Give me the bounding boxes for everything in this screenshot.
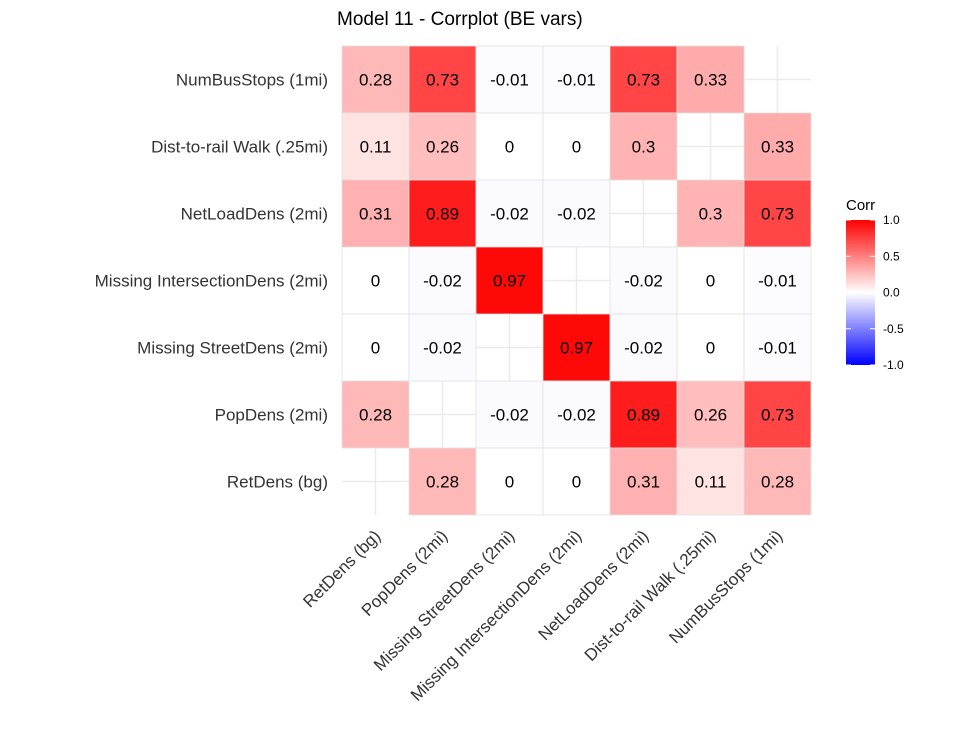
heatmap-cell (676, 380, 745, 449)
legend-tick-label: 0.5 (883, 249, 900, 263)
y-tick-label: NetLoadDens (2mi) (181, 205, 328, 224)
heatmap-cell (609, 112, 678, 181)
heatmap-cell (341, 313, 410, 382)
heatmap-cell (743, 112, 812, 181)
legend-tick-label: -1.0 (883, 358, 904, 372)
cell-value-label: 0.11 (695, 473, 727, 492)
heatmap-cell (475, 45, 544, 114)
cell-value-label: -0.02 (557, 205, 596, 224)
cell-value-label: 0 (505, 473, 514, 492)
cell-value-label: 0 (706, 272, 715, 291)
heatmap-cell (609, 313, 678, 382)
heatmap-cell (475, 112, 544, 181)
heatmap-cell (475, 380, 544, 449)
cell-value-label: 0.28 (359, 406, 392, 425)
x-tick-label: NetLoadDens (2mi) (535, 526, 653, 644)
cell-value-label: 0.33 (694, 71, 727, 90)
cell-value-label: -0.02 (490, 205, 529, 224)
cell-value-label: 0.73 (426, 71, 459, 90)
legend-tick-label: -0.5 (883, 322, 904, 336)
cell-value-label: 0.26 (694, 406, 727, 425)
x-axis-ticks: RetDens (bg)PopDens (2mi)Missing StreetD… (299, 526, 786, 704)
heatmap-cell (542, 313, 611, 382)
heatmap-cell (542, 380, 611, 449)
heatmap-cells (341, 45, 812, 516)
cell-value-label: 0.73 (761, 406, 794, 425)
cell-value-label: -0.02 (423, 272, 462, 291)
legend-title: Corr (846, 197, 875, 214)
y-tick-label: PopDens (2mi) (215, 406, 328, 425)
heatmap-cell (743, 447, 812, 516)
cell-value-label: 0 (371, 272, 380, 291)
heatmap-cell (408, 246, 477, 315)
cell-value-label: 0.11 (360, 138, 392, 157)
y-tick-label: Missing StreetDens (2mi) (137, 339, 328, 358)
legend: Corr 1.0 0.5 0.0 -0.5 -1.0 (846, 197, 904, 372)
heatmap-cell (676, 45, 745, 114)
cell-value-label: 0.33 (761, 138, 794, 157)
heatmap-cell (743, 313, 812, 382)
heatmap-cell (475, 246, 544, 315)
cell-value-label: 0 (371, 339, 380, 358)
cell-value-label: 0.89 (426, 205, 459, 224)
cell-labels: 0.28 0.73 -0.01 -0.01 0.73 0.33 0.11 0.26 0 0 0.3 0… (359, 71, 797, 492)
cell-value-label: 0.31 (627, 473, 660, 492)
cell-value-label: 0.28 (761, 473, 794, 492)
heatmap-cell (408, 447, 477, 516)
heatmap-cell (341, 112, 410, 181)
heatmap-cell (743, 246, 812, 315)
heatmap-cell (542, 179, 611, 248)
y-tick-label: Dist-to-rail Walk (.25mi) (151, 138, 328, 157)
cell-value-label: -0.02 (624, 339, 663, 358)
heatmap-cell (676, 313, 745, 382)
legend-tick-label: 1.0 (883, 213, 900, 227)
heatmap-cell (609, 246, 678, 315)
cell-value-label: -0.01 (758, 339, 797, 358)
cell-value-label: 0.73 (627, 71, 660, 90)
heatmap-cell (676, 447, 745, 516)
cell-value-label: 0.31 (359, 205, 392, 224)
cell-value-label: 0 (505, 138, 514, 157)
cell-value-label: 0.28 (426, 473, 459, 492)
cell-value-label: -0.01 (758, 272, 797, 291)
cell-value-label: -0.02 (423, 339, 462, 358)
cell-value-label: 0.97 (560, 339, 593, 358)
heatmap-cell (408, 112, 477, 181)
heatmap-cell (743, 380, 812, 449)
chart-title: Model 11 - Corrplot (BE vars) (337, 9, 583, 30)
y-tick-label: RetDens (bg) (227, 473, 328, 492)
x-tick-label: Dist-to-rail Walk (.25mi) (581, 526, 720, 665)
cell-value-label: 0 (706, 339, 715, 358)
legend-tick-label: 0.0 (883, 286, 900, 300)
cell-value-label: 0.3 (632, 138, 656, 157)
cell-value-label: 0.97 (493, 272, 526, 291)
heatmap-cell (475, 179, 544, 248)
cell-value-label: -0.02 (557, 406, 596, 425)
cell-value-label: -0.01 (557, 71, 596, 90)
cell-value-label: -0.01 (490, 71, 529, 90)
cell-value-label: -0.02 (624, 272, 663, 291)
heatmap-cell (676, 246, 745, 315)
cell-value-label: 0.26 (426, 138, 459, 157)
x-tick-label: NumBusStops (1mi) (665, 526, 786, 647)
heatmap-cell (609, 380, 678, 449)
heatmap-cell (609, 45, 678, 114)
cell-value-label: 0.89 (627, 406, 660, 425)
cell-value-label: -0.02 (490, 406, 529, 425)
x-tick-label: Missing StreetDens (2mi) (370, 526, 518, 674)
y-tick-label: NumBusStops (1mi) (176, 71, 328, 90)
heatmap-cell (341, 380, 410, 449)
y-tick-label: Missing IntersectionDens (2mi) (95, 272, 328, 291)
cell-value-label: 0 (572, 473, 581, 492)
y-axis-ticks: NumBusStops (1mi) Dist-to-rail Walk (.25m… (95, 71, 328, 492)
cell-value-label: 0.28 (359, 71, 392, 90)
heatmap-cell (341, 246, 410, 315)
heatmap-cell (542, 112, 611, 181)
cell-value-label: 0.73 (761, 205, 794, 224)
cell-value-label: 0 (572, 138, 581, 157)
cell-value-label: 0.3 (699, 205, 723, 224)
heatmap-cell (408, 313, 477, 382)
